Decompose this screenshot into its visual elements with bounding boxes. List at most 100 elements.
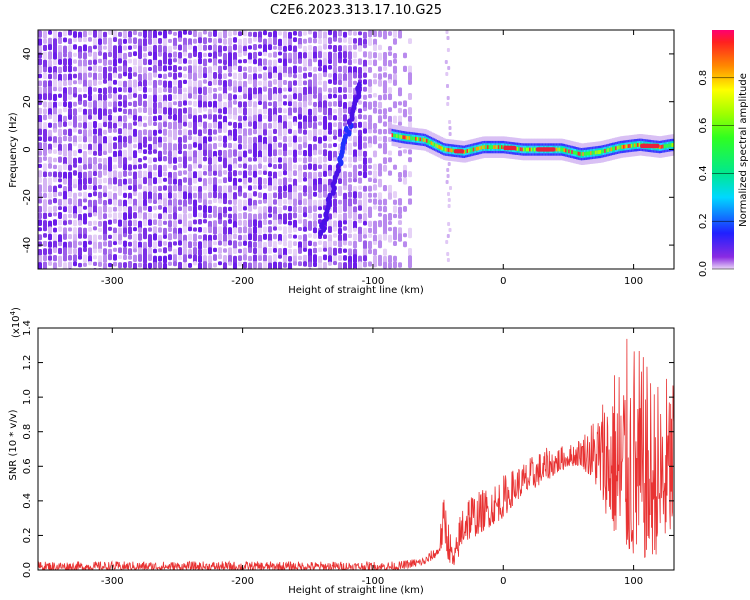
- noise-cell: [233, 30, 237, 36]
- noise-cell: [208, 66, 212, 75]
- colorbar-tick-label: 0.0: [698, 261, 709, 277]
- ridge-core: [399, 134, 403, 139]
- noise-cell: [393, 241, 397, 246]
- ridge-core: [402, 135, 406, 140]
- noise-cell: [358, 177, 362, 184]
- noise-cell: [68, 234, 72, 240]
- noise-cell: [288, 107, 292, 116]
- noise-cell: [353, 122, 357, 129]
- noise-cell: [88, 199, 92, 209]
- noise-cell: [213, 44, 217, 53]
- noise-cell: [38, 227, 42, 232]
- noise-cell: [88, 94, 92, 101]
- noise-cell: [233, 52, 237, 61]
- noise-cell: [188, 65, 192, 74]
- noise-cell: [213, 136, 217, 141]
- noise-cell: [118, 212, 122, 219]
- noise-cell: [158, 115, 162, 121]
- noise-cell: [148, 51, 152, 56]
- noise-cell: [108, 198, 112, 205]
- noise-cell: [98, 58, 102, 64]
- noise-cell: [263, 136, 267, 146]
- noise-cell: [128, 79, 132, 89]
- noise-cell: [168, 227, 172, 232]
- noise-cell: [323, 86, 327, 92]
- noise-cell: [88, 79, 92, 87]
- noise-cell: [193, 192, 197, 199]
- noise-cell: [143, 45, 147, 52]
- ridge-core: [438, 145, 442, 149]
- noise-cell: [78, 233, 82, 239]
- noise-cell: [63, 30, 67, 37]
- noise-cell: [118, 45, 122, 54]
- noise-cell: [308, 149, 312, 157]
- noise-cell: [293, 121, 297, 126]
- spectrogram-x-ticks: -300 -200 -100 0 100: [101, 30, 643, 287]
- noise-cell: [313, 94, 317, 99]
- noise-cell: [268, 199, 272, 209]
- noise-cell: [178, 150, 182, 155]
- faint-noise-cell: [446, 258, 450, 262]
- noise-cell: [118, 234, 122, 241]
- noise-cell: [353, 185, 357, 193]
- noise-cell: [38, 80, 42, 87]
- noise-cell: [218, 128, 222, 134]
- noise-cell: [298, 177, 302, 183]
- noise-cell: [193, 241, 197, 247]
- noise-cell: [218, 45, 222, 54]
- noise-cell: [278, 87, 282, 94]
- noise-cell: [268, 80, 272, 88]
- noise-cell: [108, 213, 112, 218]
- noise-cell: [118, 219, 122, 227]
- noise-cell: [233, 213, 237, 222]
- noise-cell: [348, 80, 352, 88]
- noise-cell: [193, 270, 197, 279]
- noise-cell: [158, 94, 162, 102]
- spectrogram-y-axis-label: Frequency (Hz): [8, 112, 19, 188]
- snr-y-ticks: 0.00.20.40.60.81.01.21.4: [22, 320, 674, 578]
- y-tick-label: 40: [22, 48, 33, 61]
- noise-cell: [48, 93, 52, 101]
- noise-cell: [113, 206, 117, 212]
- noise-cell: [293, 248, 297, 258]
- noise-cell: [238, 135, 242, 144]
- noise-cell: [363, 121, 367, 130]
- noise-cell: [143, 136, 147, 145]
- noise-cell: [273, 51, 277, 58]
- noise-cell: [293, 198, 297, 207]
- noise-cell: [88, 86, 92, 96]
- noise-cell: [303, 86, 307, 96]
- noise-cell: [263, 114, 267, 120]
- noise-cell: [68, 51, 72, 59]
- noise-cell: [198, 186, 202, 193]
- noise-cell: [183, 66, 187, 72]
- noise-cell: [178, 170, 182, 176]
- noise-cell: [308, 135, 312, 141]
- noise-cell: [38, 170, 42, 178]
- noise-cell: [68, 101, 72, 109]
- noise-cell: [263, 108, 267, 115]
- ridge-core: [391, 133, 395, 137]
- noise-cell: [298, 79, 302, 87]
- noise-cell: [178, 87, 182, 95]
- noise-cell: [303, 121, 307, 130]
- noise-cell: [203, 270, 207, 278]
- x-tick-label: -300: [101, 276, 124, 287]
- noise-cell: [53, 157, 57, 163]
- noise-cell: [88, 31, 92, 36]
- noise-cell: [318, 93, 322, 102]
- noise-cell: [188, 171, 192, 180]
- noise-cell: [73, 163, 77, 168]
- noise-cell: [268, 262, 272, 269]
- noise-cell: [68, 156, 72, 165]
- noise-cell: [318, 143, 322, 151]
- noise-cell: [68, 191, 72, 198]
- faint-noise-cell: [448, 228, 452, 232]
- noise-cell: [78, 100, 82, 105]
- noise-cell: [368, 157, 372, 164]
- noise-cell: [328, 255, 332, 263]
- noise-cell: [143, 38, 147, 47]
- noise-cell: [198, 107, 202, 113]
- noise-cell: [263, 51, 267, 57]
